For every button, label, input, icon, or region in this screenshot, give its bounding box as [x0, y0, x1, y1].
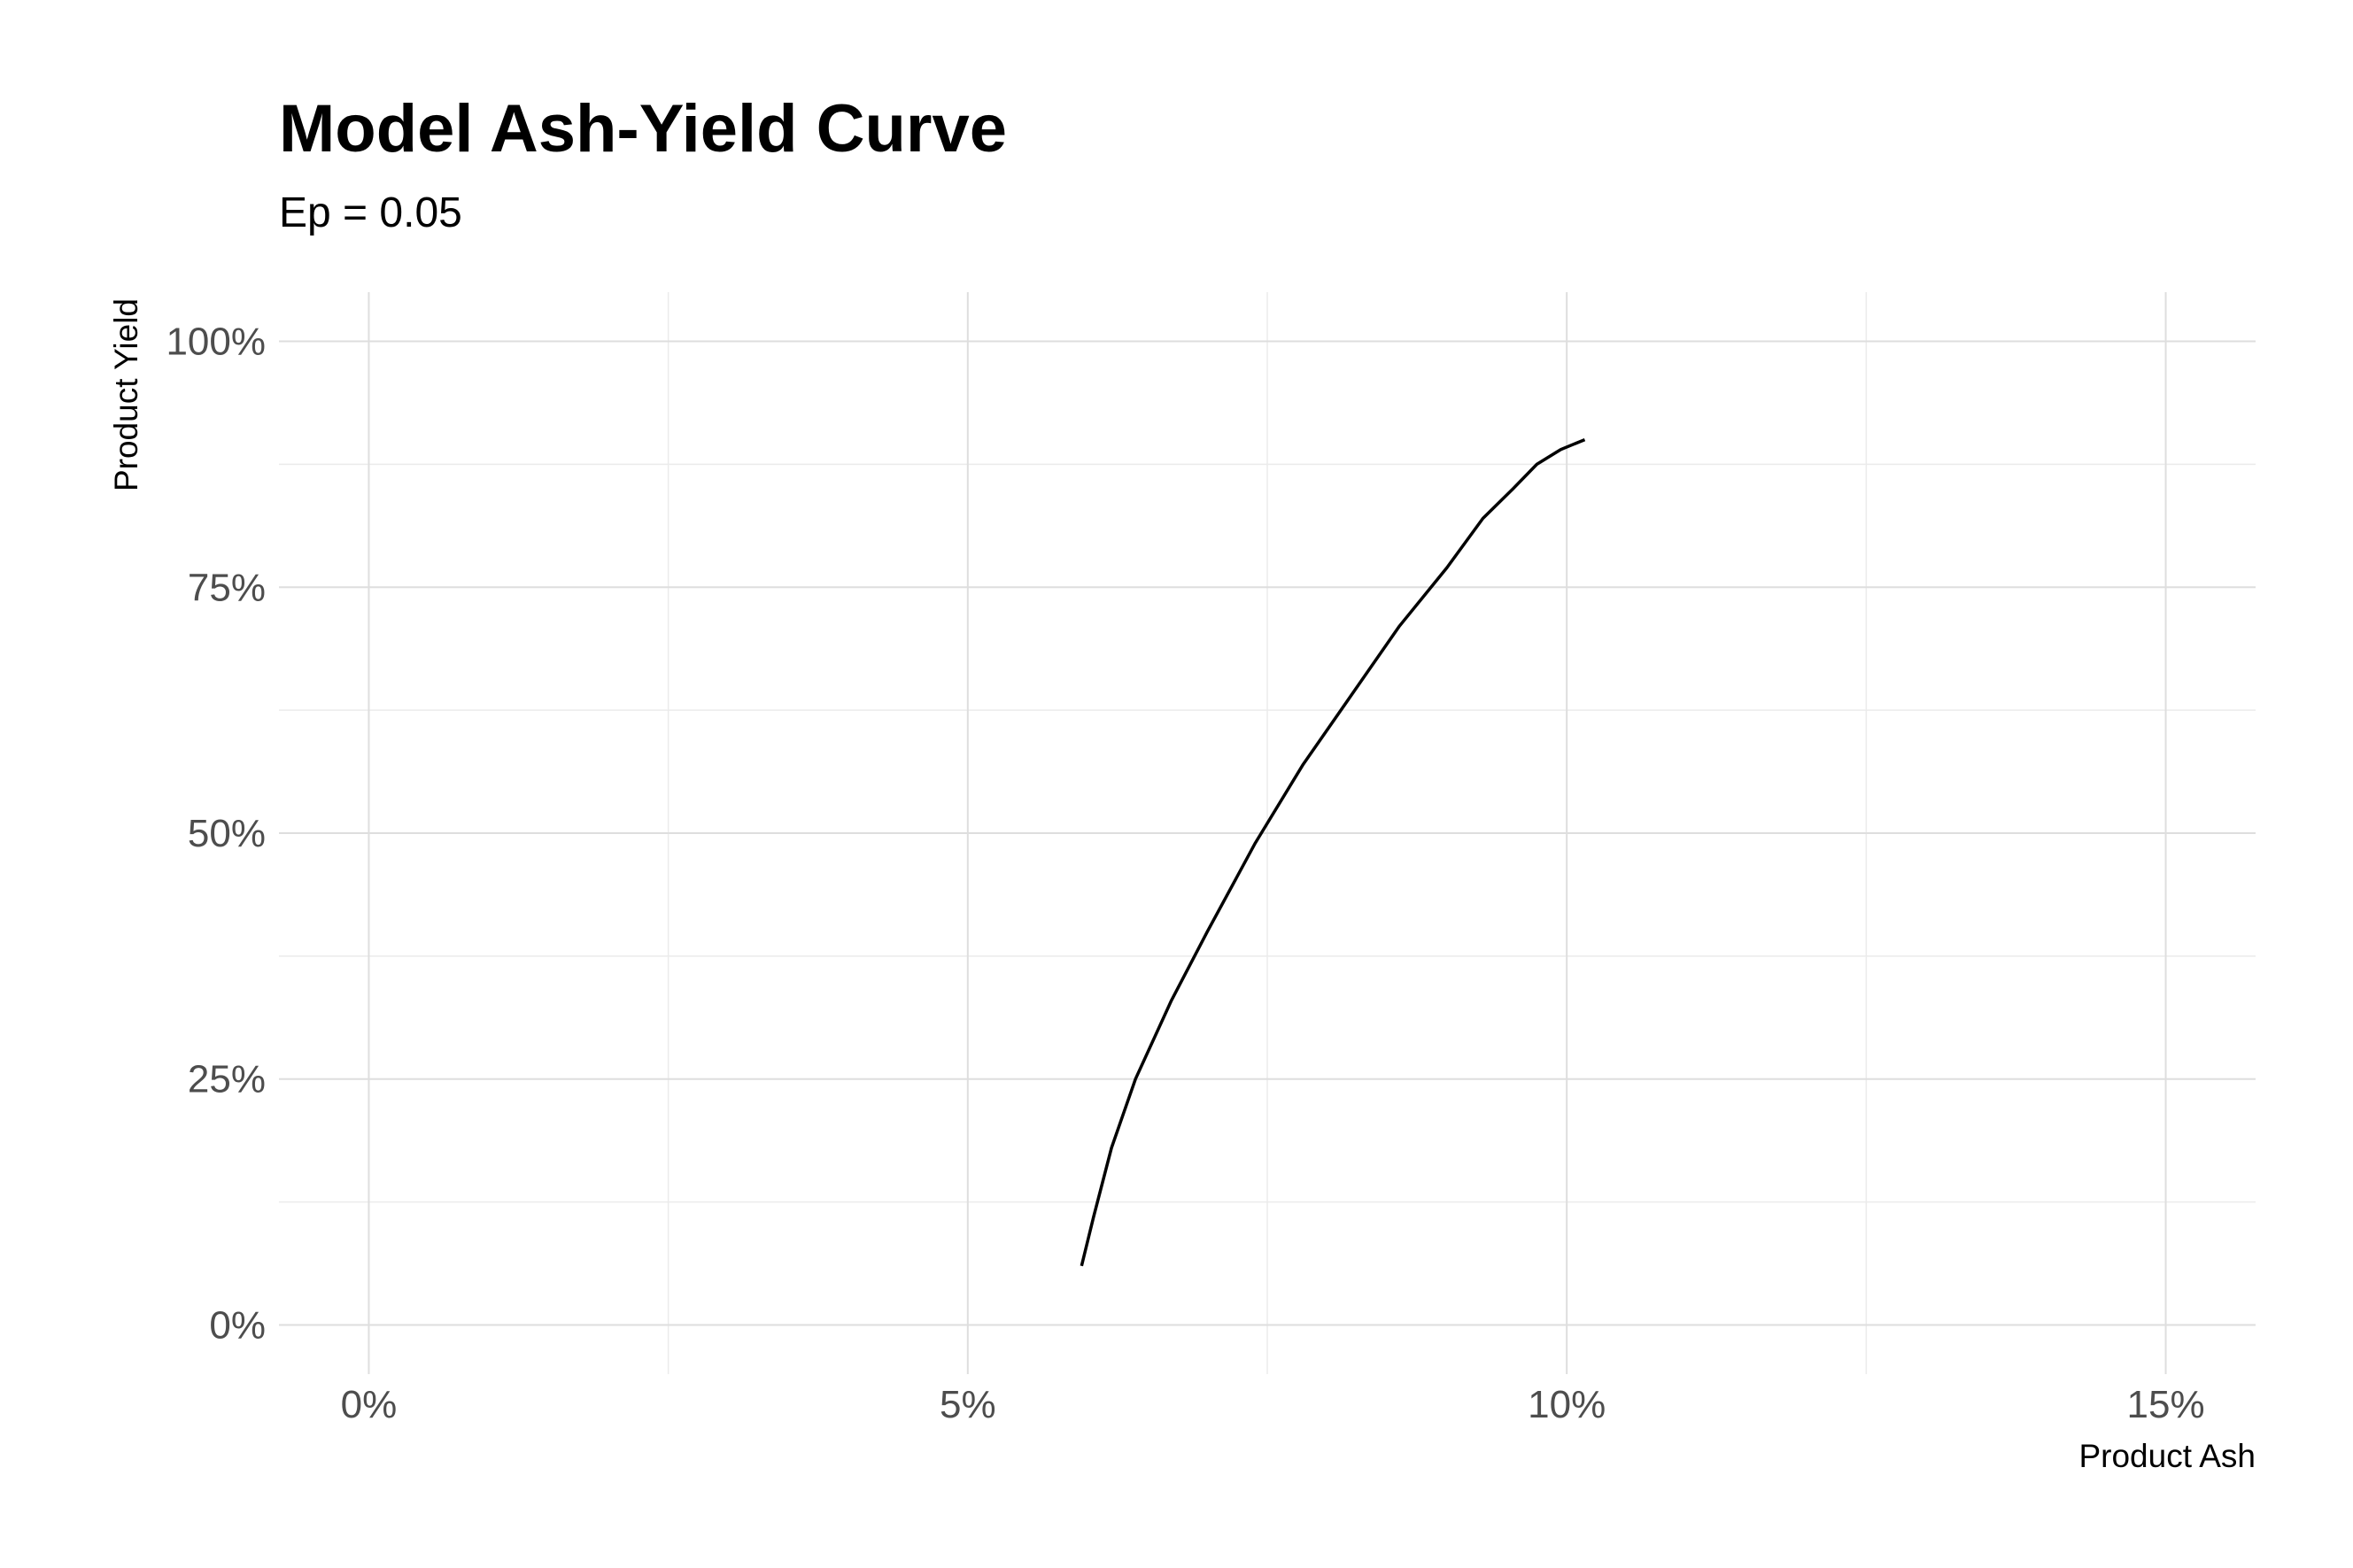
y-tick-label: 25%	[188, 1058, 266, 1101]
y-axis-title: Product Yield	[108, 298, 144, 491]
series-layer	[1080, 437, 1586, 1267]
x-tick-label: 10%	[1528, 1383, 1606, 1426]
y-tick-label: 50%	[188, 812, 266, 855]
x-tick-label: 5%	[940, 1383, 996, 1426]
ash-yield-curve-line	[1080, 437, 1586, 1267]
y-tick-label: 100%	[166, 321, 266, 364]
y-tick-label: 75%	[188, 566, 266, 609]
chart-subtitle: Ep = 0.05	[279, 189, 462, 236]
y-tick-label: 0%	[209, 1303, 266, 1347]
major-grid	[279, 292, 2256, 1374]
x-tick-label: 15%	[2127, 1383, 2205, 1426]
y-tick-labels: 0% 25% 50% 75% 100%	[166, 321, 266, 1348]
x-tick-labels: 0% 5% 10% 15%	[341, 1383, 2205, 1426]
x-tick-label: 0%	[341, 1383, 398, 1426]
x-axis-title: Product Ash	[2078, 1438, 2256, 1474]
chart-title: Model Ash-Yield Curve	[279, 91, 1008, 166]
